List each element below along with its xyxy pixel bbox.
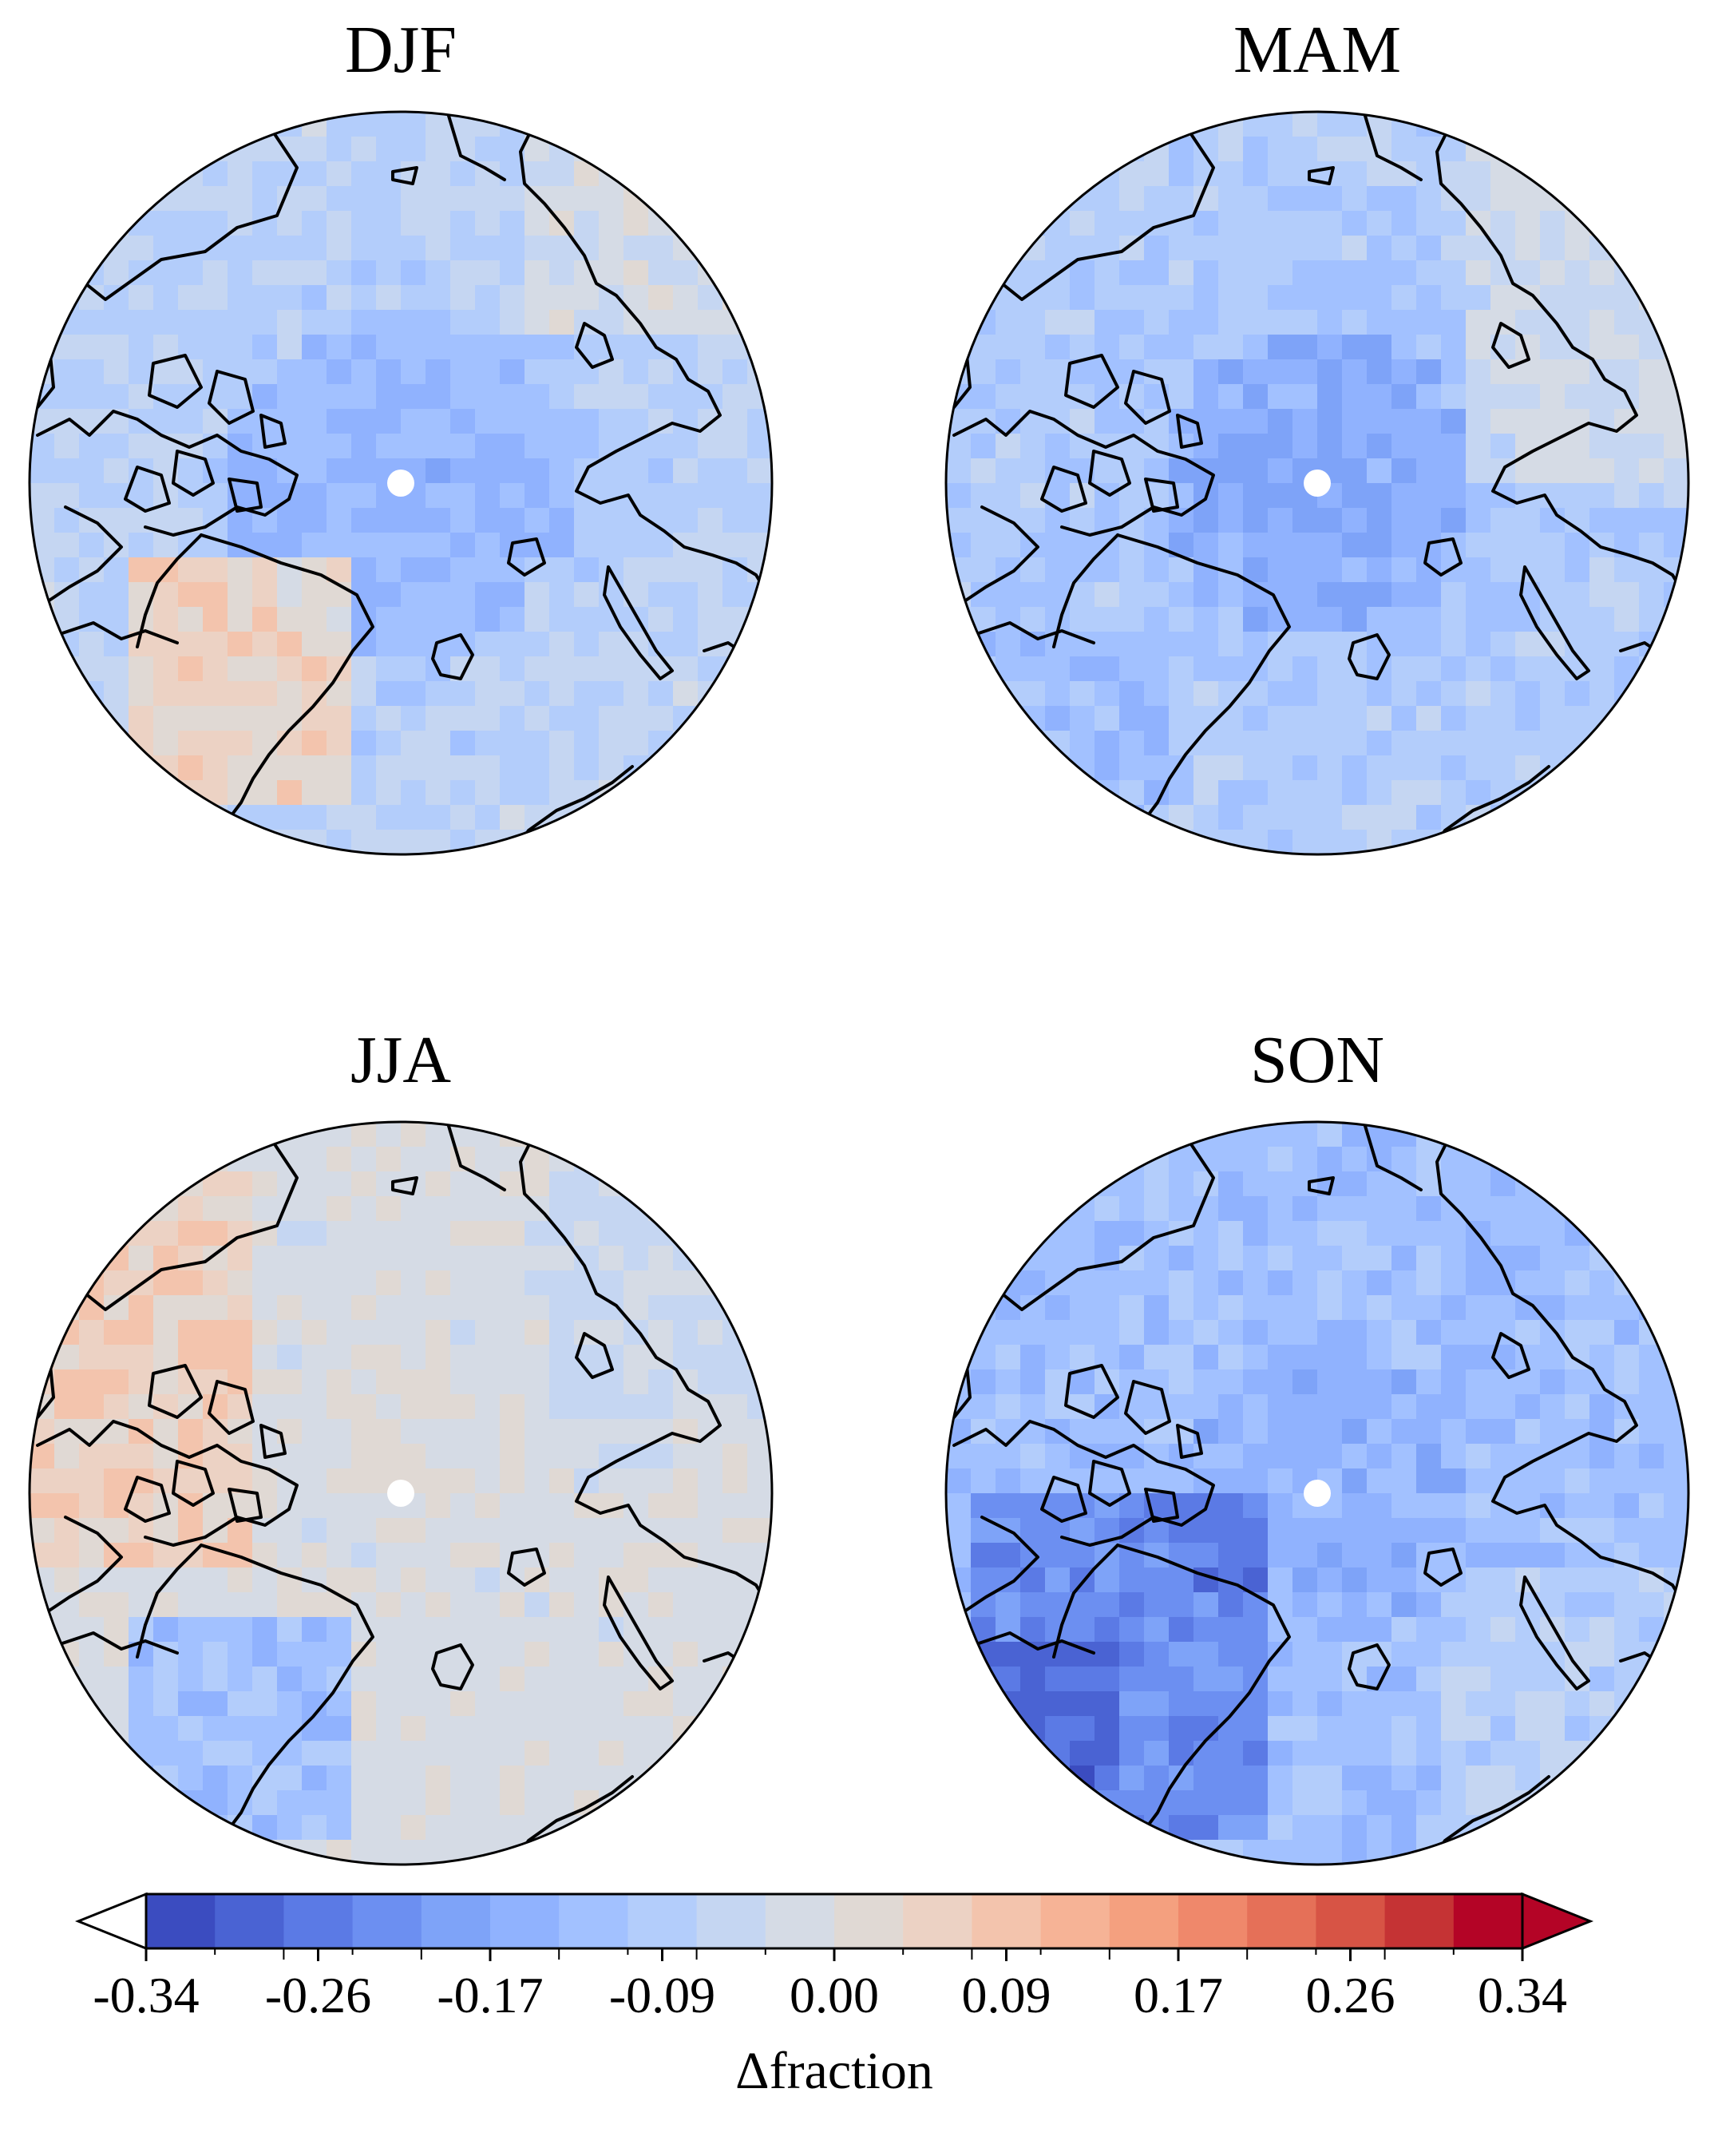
panel-mam: MAM: [944, 13, 1690, 856]
panel-title: JJA: [350, 1023, 451, 1097]
colorbar-segment: [352, 1894, 422, 1948]
colorbar-segment: [1178, 1894, 1248, 1948]
polar-map: [28, 110, 774, 856]
colorbar-tick-label: -0.17: [437, 1967, 543, 2023]
polar-map: [28, 1120, 774, 1866]
colorbar-segment: [1040, 1894, 1110, 1948]
colorbar-tick-label: -0.34: [93, 1967, 199, 2023]
panel-jja: JJA: [28, 1023, 774, 1866]
colorbar-tick-label: -0.26: [265, 1967, 371, 2023]
colorbar-segment: [972, 1894, 1042, 1948]
colorbar-segment: [283, 1894, 354, 1948]
panel-son: SON: [944, 1023, 1690, 1866]
colorbar-segment: [696, 1894, 766, 1948]
pole-marker: [1304, 470, 1331, 497]
map-boundary: [28, 110, 774, 856]
pole-marker: [1304, 1480, 1331, 1507]
colorbar-segment: [765, 1894, 835, 1948]
colorbar-segment: [1109, 1894, 1179, 1948]
colorbar-label: Δfraction: [735, 2042, 933, 2100]
colorbar-tick-label: 0.09: [962, 1967, 1051, 2023]
colorbar-tick-label: 0.26: [1306, 1967, 1395, 2023]
colorbar-tick-label: 0.00: [790, 1967, 879, 2023]
colorbar-segment: [1453, 1894, 1523, 1948]
map-boundary: [944, 1120, 1690, 1866]
panel-title: DJF: [345, 13, 457, 87]
pole-marker: [387, 1480, 414, 1507]
colorbar-segment: [903, 1894, 972, 1948]
colorbar-segment: [490, 1894, 560, 1948]
colorbar-tick-label: 0.34: [1478, 1967, 1567, 2023]
polar-map: [944, 1120, 1690, 1866]
colorbar: -0.34 -0.26 -0.17 -0.09 0.00 0.09 0.17 0.26 0.34…: [74, 1892, 1594, 2100]
colorbar-extend-min: [74, 1892, 148, 1951]
colorbar-tick-label: 0.17: [1134, 1967, 1223, 2023]
map-boundary: [944, 110, 1690, 856]
pole-marker: [387, 470, 414, 497]
panel-djf: DJF: [28, 13, 774, 856]
colorbar-segment: [146, 1894, 216, 1948]
colorbar-tick-label: -0.09: [609, 1967, 715, 2023]
map-boundary: [28, 1120, 774, 1866]
colorbar-segment: [1384, 1894, 1455, 1948]
colorbar-segment: [1247, 1894, 1316, 1948]
colorbar-segment: [627, 1894, 698, 1948]
colorbar-segment: [1316, 1894, 1386, 1948]
colorbar-segment: [421, 1894, 491, 1948]
colorbar-segment: [834, 1894, 904, 1948]
colorbar-segment: [215, 1894, 284, 1948]
panel-title: MAM: [1233, 13, 1401, 87]
colorbar-segment: [559, 1894, 628, 1948]
colorbar-extend-max: [1521, 1892, 1594, 1951]
polar-map: [944, 110, 1690, 856]
panel-title: SON: [1250, 1023, 1384, 1097]
